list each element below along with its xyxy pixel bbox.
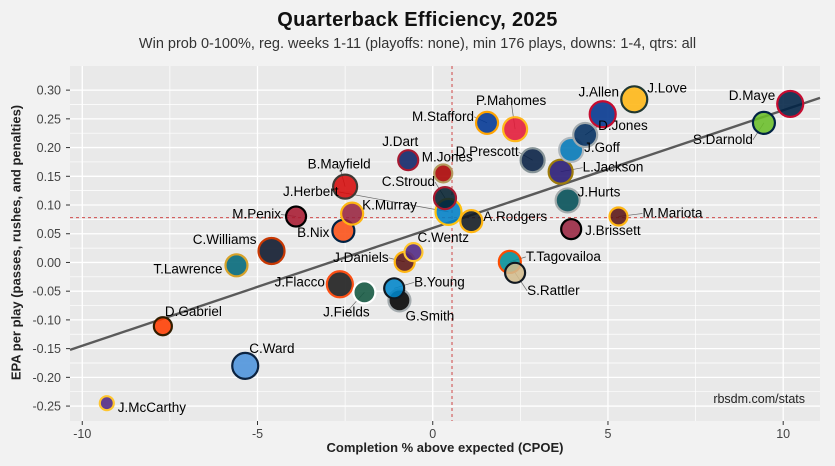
data-point-label: J.Goff xyxy=(584,140,620,155)
data-point xyxy=(432,186,458,211)
data-point xyxy=(152,316,173,337)
data-point-label: T.Lawrence xyxy=(153,261,222,276)
y-tick-label: 0.10 xyxy=(37,199,61,213)
data-point xyxy=(231,351,260,380)
data-point-label: J.Brissett xyxy=(585,223,641,238)
data-point xyxy=(503,261,527,284)
y-axis-label: EPA per play (passes, rushes, and penalt… xyxy=(8,104,24,381)
data-point xyxy=(325,270,354,299)
data-point xyxy=(352,280,377,305)
data-point-label: J.Herbert xyxy=(283,184,339,199)
x-tick-label: -10 xyxy=(73,427,91,441)
data-point xyxy=(776,89,805,119)
data-point-label: P.Mahomes xyxy=(476,93,547,108)
y-tick-label: -0.25 xyxy=(33,400,62,414)
data-point-label: J.Fields xyxy=(323,304,370,319)
chart-subtitle: Win prob 0-100%, reg. weeks 1-11 (playof… xyxy=(138,36,697,52)
data-point xyxy=(501,116,529,143)
y-tick-label: -0.10 xyxy=(33,313,62,327)
data-point xyxy=(547,158,574,185)
data-point-label: J.Hurts xyxy=(578,184,621,199)
x-tick-label: -5 xyxy=(252,427,263,441)
data-point-label: J.Allen xyxy=(578,84,619,99)
data-point xyxy=(433,163,454,184)
data-point xyxy=(751,110,777,135)
data-point xyxy=(383,277,406,300)
data-point-label: J.Dart xyxy=(382,134,418,149)
data-point-label: J.Love xyxy=(647,80,687,95)
data-point-label: J.Flacco xyxy=(275,274,325,289)
data-point-label: L.Jackson xyxy=(583,160,644,175)
y-tick-label: -0.15 xyxy=(33,342,62,356)
data-point-label: J.Daniels xyxy=(333,250,389,265)
data-point-label: A.Rodgers xyxy=(483,209,547,224)
data-point xyxy=(224,253,249,278)
data-point xyxy=(340,201,365,226)
data-point-label: C.Ward xyxy=(249,341,294,356)
data-point xyxy=(332,173,359,200)
y-tick-label: -0.20 xyxy=(33,371,62,385)
data-point-label: D.Jones xyxy=(598,118,648,133)
data-point-label: S.Darnold xyxy=(693,132,753,147)
data-point-label: M.Jones xyxy=(422,149,473,164)
plot-panel xyxy=(70,66,820,421)
data-point xyxy=(403,242,424,263)
data-point xyxy=(284,205,308,228)
data-point xyxy=(608,206,629,227)
data-point-label: M.Stafford xyxy=(412,109,474,124)
chart-title: Quarterback Efficiency, 2025 xyxy=(277,9,558,31)
data-point-label: C.Williams xyxy=(193,232,257,247)
data-point xyxy=(474,110,500,135)
data-point xyxy=(588,100,617,129)
y-tick-label: 0.15 xyxy=(37,170,61,184)
data-point-label: T.Tagovailoa xyxy=(526,249,602,264)
y-tick-label: 0.20 xyxy=(37,141,61,155)
data-point xyxy=(560,218,583,241)
data-point-label: J.McCarthy xyxy=(118,400,187,415)
x-tick-label: 5 xyxy=(604,427,611,441)
data-point-label: B.Young xyxy=(414,274,465,289)
y-tick-label: 0.05 xyxy=(37,227,61,241)
x-tick-label: 0 xyxy=(429,427,436,441)
data-point-label: M.Penix xyxy=(232,207,281,222)
data-point xyxy=(98,395,115,412)
data-point-label: G.Smith xyxy=(405,308,454,323)
data-point-label: B.Mayfield xyxy=(308,157,371,172)
data-point-label: D.Gabriel xyxy=(165,304,222,319)
x-axis-label: Completion % above expected (CPOE) xyxy=(326,440,564,455)
y-tick-label: 0.30 xyxy=(37,84,61,98)
data-point-label: S.Rattler xyxy=(527,283,580,298)
data-point-label: D.Prescott xyxy=(456,144,519,159)
watermark-text: rbsdm.com/stats xyxy=(713,392,805,406)
data-point xyxy=(519,147,546,174)
data-point-label: B.Nix xyxy=(297,225,330,240)
data-point-label: C.Wentz xyxy=(417,230,469,245)
data-point xyxy=(620,85,649,114)
data-point-label: D.Maye xyxy=(729,88,776,103)
data-point-label: M.Mariota xyxy=(642,206,703,221)
x-tick-label: 10 xyxy=(776,427,790,441)
y-tick-label: -0.05 xyxy=(33,285,62,299)
y-tick-label: 0.25 xyxy=(37,112,61,126)
data-point xyxy=(459,208,484,234)
data-point-label: C.Stroud xyxy=(382,174,435,189)
data-point xyxy=(397,149,420,172)
y-tick-label: 0.00 xyxy=(37,256,61,270)
data-point-label: K.Murray xyxy=(362,198,417,213)
data-point xyxy=(572,121,599,149)
data-point xyxy=(554,187,581,214)
label-leader-line xyxy=(338,191,449,213)
data-point xyxy=(257,236,286,266)
